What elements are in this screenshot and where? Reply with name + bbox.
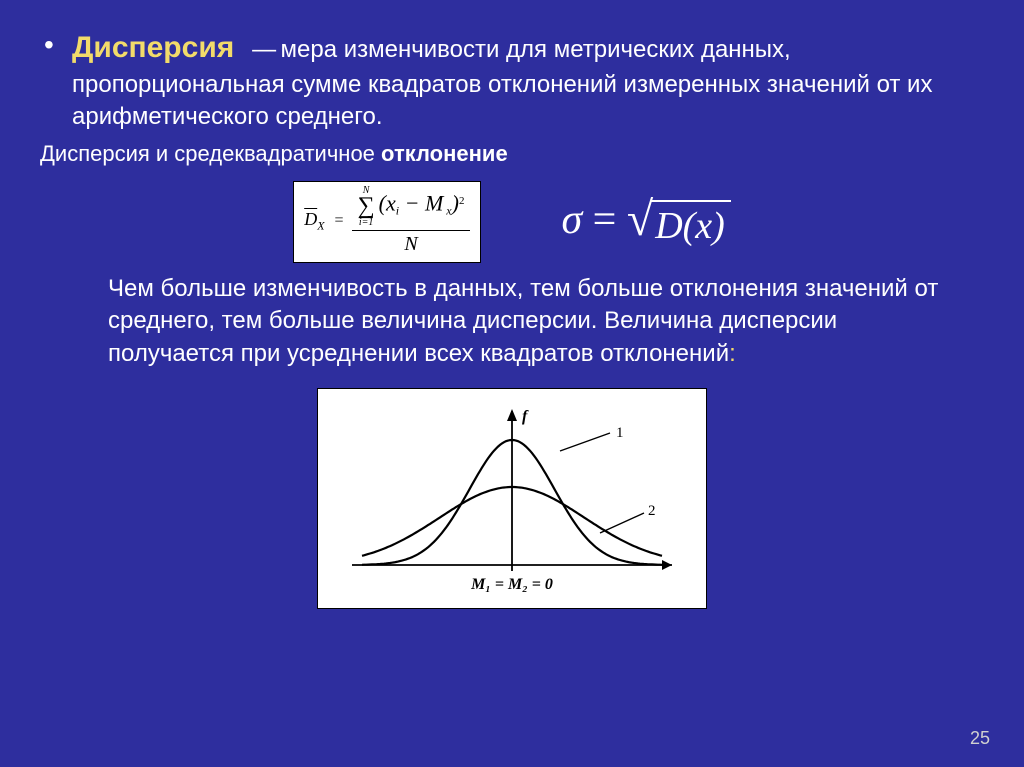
- formula-row: DX = N ∑ i=1 (xi − M x)2 N σ = √D(x): [40, 181, 984, 263]
- page-number: 25: [970, 728, 990, 749]
- paren-open: (x: [379, 191, 396, 216]
- formula-fraction: N ∑ i=1 (xi − M x)2 N: [352, 186, 471, 256]
- sigma-equals: =: [582, 197, 627, 243]
- squared: 2: [459, 195, 465, 207]
- formula-equals: =: [331, 212, 348, 230]
- formula-numerator: N ∑ i=1 (xi − M x)2: [352, 186, 471, 231]
- variance-formula-box: DX = N ∑ i=1 (xi − M x)2 N: [293, 181, 481, 263]
- svg-text:f: f: [522, 408, 529, 425]
- formula-d-sub: X: [317, 218, 324, 232]
- sqrt-icon: √: [627, 200, 653, 248]
- sigma-sum-icon: ∑: [358, 196, 375, 218]
- sqrt-block: √D(x): [627, 200, 731, 248]
- sum-lower: i=1: [358, 218, 375, 228]
- paren-close: ): [452, 191, 459, 216]
- sigma-formula: σ = √D(x): [561, 196, 730, 247]
- mx-sub: x: [443, 204, 451, 218]
- subheading-prefix: Дисперсия и средеквадратичное: [40, 141, 381, 166]
- bullet-item: Дисперсия — мера изменчивости для метрич…: [40, 28, 984, 133]
- svg-text:2: 2: [648, 503, 656, 519]
- sqrt-body: D(x): [651, 200, 731, 248]
- graph-container: f 1 2 M₁ = M₂ = 0: [40, 388, 984, 609]
- body-paragraph: Чем больше изменчивость в данных, тем бо…: [108, 273, 984, 370]
- subheading-bold: отклонение: [381, 141, 508, 166]
- formula-d-symbol: D: [304, 209, 317, 229]
- dash-symbol: —: [252, 36, 276, 63]
- svg-text:M₁ = M₂ = 0: M₁ = M₂ = 0: [470, 576, 553, 593]
- graph-box: f 1 2 M₁ = M₂ = 0: [317, 388, 707, 609]
- body-colon: :: [729, 340, 736, 367]
- minus-m: − M: [399, 191, 443, 216]
- formula-lhs: DX: [304, 209, 326, 234]
- sigma-symbol: σ: [561, 197, 582, 243]
- bell-curves-graph: f 1 2 M₁ = M₂ = 0: [332, 399, 692, 599]
- subheading: Дисперсия и средеквадратичное отклонение: [40, 141, 984, 167]
- svg-text:1: 1: [616, 425, 624, 441]
- dash: [239, 36, 252, 63]
- term-dispersion: Дисперсия: [72, 31, 234, 64]
- body-text-content: Чем больше изменчивость в данных, тем бо…: [108, 275, 938, 367]
- bullet-list: Дисперсия — мера изменчивости для метрич…: [40, 28, 984, 133]
- sum-block: N ∑ i=1: [358, 186, 375, 228]
- formula-denominator: N: [352, 231, 471, 256]
